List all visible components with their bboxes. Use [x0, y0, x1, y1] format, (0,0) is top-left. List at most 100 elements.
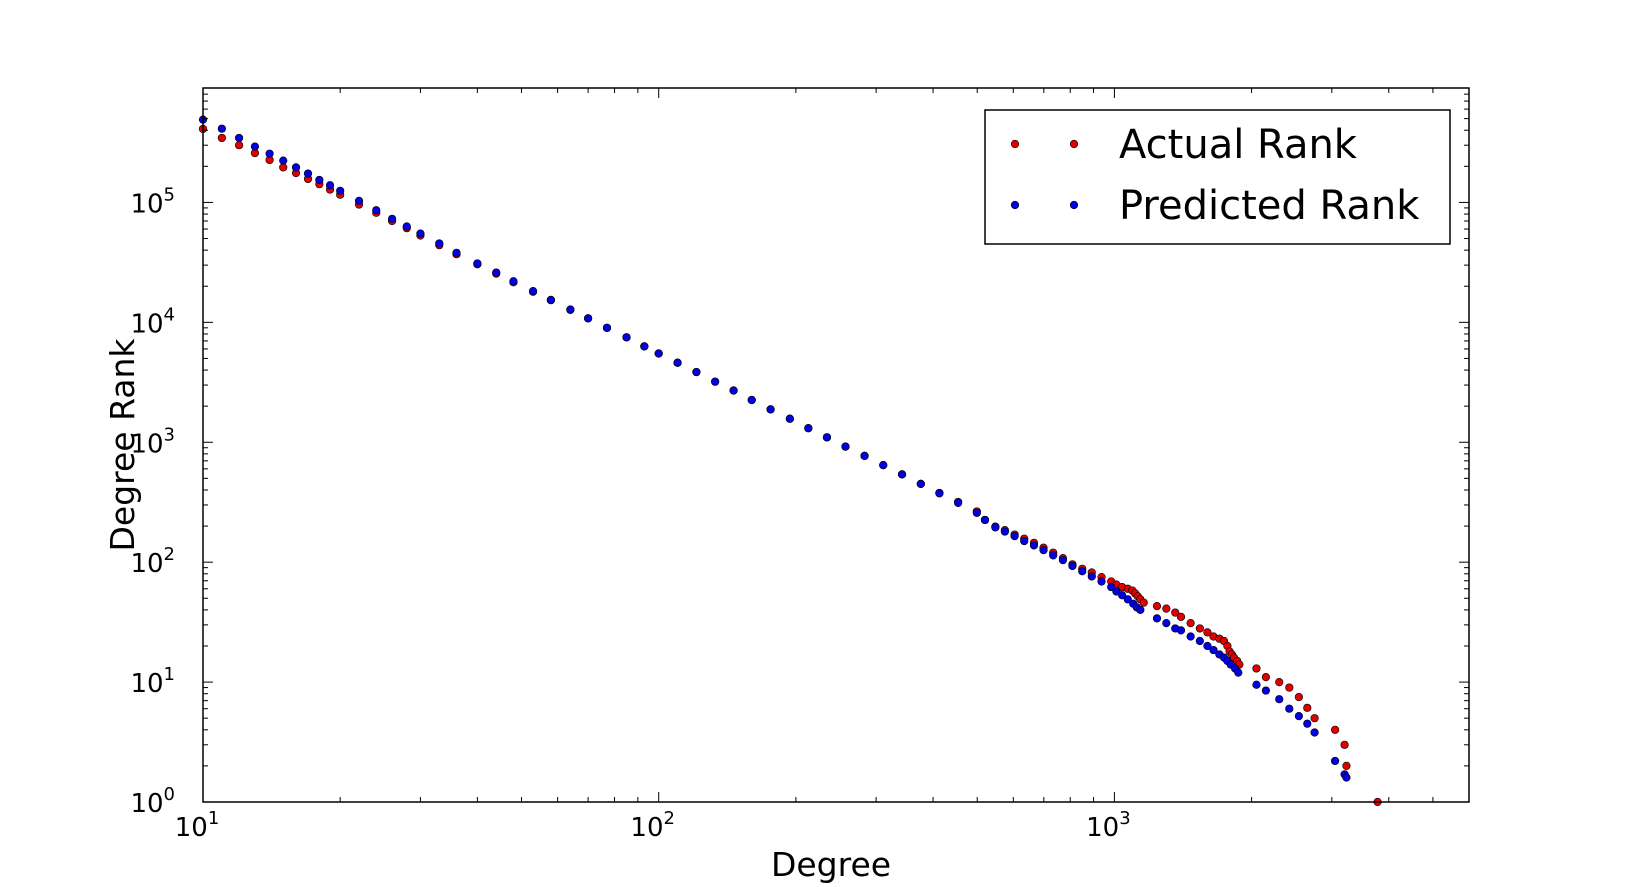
series-1-point [452, 248, 461, 257]
series-1-point [1078, 567, 1087, 576]
series-1-point [250, 142, 260, 151]
y-tick-label: 104 [130, 304, 175, 339]
series-1-point [673, 358, 682, 367]
series-1-point [860, 451, 869, 460]
series-0-point [1261, 673, 1270, 682]
points-layer [198, 115, 1382, 807]
series-1-point [729, 386, 738, 395]
series-0-point [1294, 692, 1303, 702]
series-1-point [640, 342, 649, 351]
series-1-point [1294, 712, 1303, 721]
series-1-point [1097, 577, 1106, 586]
series-0-point [1162, 604, 1171, 613]
series-1-point [1039, 546, 1048, 555]
series-1-point [492, 268, 501, 277]
series-1-point [785, 414, 794, 423]
series-1-point [354, 196, 364, 205]
y-tick-label: 105 [130, 184, 175, 219]
y-tick-label: 103 [130, 424, 175, 459]
series-1-point [1152, 614, 1162, 623]
series-1-point [584, 314, 593, 323]
series-0-point [1152, 602, 1162, 611]
legend: Actual Rank Predicted Rank [984, 109, 1451, 245]
series-0-point [1252, 664, 1261, 673]
series-1-point [1029, 541, 1039, 550]
series-1-point [804, 424, 813, 433]
series-1-point [279, 156, 288, 165]
series-0-point [1176, 612, 1186, 621]
y-tick-label: 102 [130, 544, 175, 579]
series-1-point [1275, 695, 1284, 704]
series-1-point [303, 169, 313, 178]
x-axis-title: Degree [771, 845, 891, 884]
series-1-point [402, 222, 411, 231]
series-0-point [1195, 624, 1204, 633]
series-1-point [1252, 680, 1261, 689]
series-1-point [972, 508, 981, 517]
series-1-point [1058, 556, 1068, 565]
series-1-point [980, 515, 990, 525]
series-1-point [1049, 551, 1058, 560]
series-0-point [1275, 677, 1284, 687]
series-0-point [234, 141, 244, 150]
legend-markers [1010, 139, 1079, 210]
series-1-point [1209, 645, 1218, 655]
series-1-point [1330, 756, 1340, 766]
series-1-point [622, 333, 631, 342]
series-1-point [916, 479, 925, 488]
series-1-point [388, 214, 397, 223]
series-0-point [1186, 619, 1195, 628]
series-1-point [291, 163, 301, 172]
series-0-point [1171, 608, 1180, 617]
plot-frame [202, 87, 1470, 803]
series-1-point [1176, 626, 1186, 635]
series-1-point [1118, 591, 1127, 600]
series-1-point [1261, 686, 1270, 695]
series-0-point [1310, 714, 1319, 723]
legend-marker-1 [1069, 200, 1079, 210]
x-tick-label: 103 [1086, 808, 1131, 843]
series-1-point [1234, 668, 1243, 677]
series-1-point [841, 442, 850, 451]
legend-label-predicted-rank: Predicted Rank [1119, 183, 1420, 229]
series-1-point [879, 460, 888, 470]
y-axis-title: Degree Rank [103, 338, 142, 552]
series-1-point [325, 181, 335, 190]
series-1-point [234, 133, 244, 143]
series-0-point [1340, 740, 1349, 749]
series-0-point [1139, 598, 1148, 607]
series-1-point [1186, 632, 1195, 641]
series-1-point [435, 239, 444, 248]
legend-marker-1 [1010, 200, 1020, 210]
series-1-point [315, 175, 324, 185]
series-1-point [1203, 641, 1212, 651]
series-1-point [416, 229, 425, 238]
series-1-point [528, 287, 538, 296]
series-0-point [217, 133, 226, 143]
series-1-point [654, 349, 663, 358]
series-1-point [1123, 595, 1132, 604]
series-1-point [217, 124, 226, 133]
series-1-point [1162, 619, 1171, 628]
series-1-point [692, 367, 701, 377]
series-0-point [1330, 725, 1340, 734]
series-1-point [1310, 728, 1319, 737]
series-1-point [1010, 531, 1019, 541]
x-tick-label: 101 [175, 808, 220, 843]
series-1-point [509, 277, 518, 286]
series-1-point [766, 405, 775, 414]
legend-marker-0 [1069, 139, 1079, 149]
series-1-point [822, 433, 832, 442]
series-1-point [1000, 527, 1009, 536]
series-0-point [1303, 703, 1312, 712]
series-1-point [954, 498, 963, 508]
series-0-point [1285, 683, 1294, 692]
legend-label-actual-rank: Actual Rank [1119, 122, 1358, 168]
series-1-point [1285, 704, 1294, 713]
series-1-point [602, 323, 612, 332]
series-1-point [1195, 636, 1204, 646]
ticks-layer [202, 87, 1470, 803]
series-0-point [1342, 761, 1351, 771]
